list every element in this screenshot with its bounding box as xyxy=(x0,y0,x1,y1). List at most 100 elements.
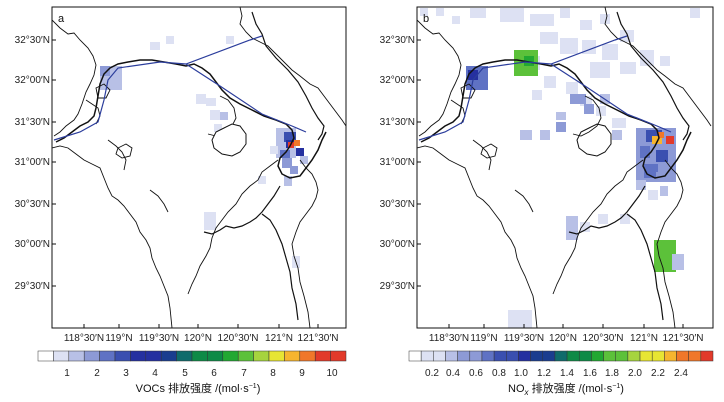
lat-tick-label: 31°30′N xyxy=(380,117,415,128)
colorbar-tick-label: 4 xyxy=(152,368,158,379)
emission-cell xyxy=(620,214,630,224)
coastline xyxy=(203,11,325,321)
emission-cell xyxy=(284,176,292,186)
panel-b-basemap xyxy=(417,7,712,328)
colorbar-tick-label: 8 xyxy=(270,368,276,379)
colorbar-tick-label: 0.6 xyxy=(469,368,483,379)
taihu-lake xyxy=(576,123,612,157)
lat-tick-label: 30°00′N xyxy=(380,239,415,250)
emission-cell xyxy=(654,240,676,272)
lat-tick-label: 29°30′N xyxy=(380,281,415,292)
colorbar-segment xyxy=(53,350,70,362)
emission-cell xyxy=(520,130,532,140)
province-boundary xyxy=(417,7,712,328)
panel-letter: a xyxy=(58,13,65,25)
ship-route xyxy=(550,63,672,133)
emission-cell xyxy=(284,132,296,142)
colorbar-segment xyxy=(518,350,531,362)
colorbar-tick-label: 1.2 xyxy=(537,368,551,379)
emission-cell xyxy=(660,56,670,66)
colorbar-segment xyxy=(700,350,714,362)
lat-tick-label: 32°00′N xyxy=(380,75,415,86)
emission-cell xyxy=(204,212,216,230)
emission-cell xyxy=(656,150,668,162)
lat-tick-label: 32°30′N xyxy=(15,35,50,46)
lat-tick-label: 31°00′N xyxy=(380,157,415,168)
emission-cell xyxy=(282,158,292,168)
emission-cell xyxy=(196,94,206,104)
emission-cell xyxy=(640,50,654,66)
emission-cell xyxy=(436,8,444,16)
emission-cell xyxy=(166,36,174,44)
emission-cell xyxy=(580,222,590,232)
lake-small xyxy=(480,143,498,159)
emission-cell xyxy=(296,148,304,156)
lon-tick-label: 121°30′N xyxy=(663,333,704,344)
emission-cell xyxy=(602,44,618,60)
colorbar-segment xyxy=(99,350,116,362)
colorbar-segment xyxy=(222,350,239,362)
emission-cell xyxy=(590,62,610,78)
emission-cell xyxy=(420,8,428,16)
taihu-lake xyxy=(211,123,247,157)
panel-a-lon-axis: 118°30′N 119°N 119°30′N 120°N 120°30′N 1… xyxy=(64,324,339,344)
colorbar-segment xyxy=(145,350,162,362)
emission-cell xyxy=(206,98,216,106)
emission-cell xyxy=(570,94,586,104)
panel-letter: b xyxy=(423,13,429,25)
colorbar-segment xyxy=(493,350,507,362)
emission-cell xyxy=(544,76,556,88)
lon-tick-label: 119°30′N xyxy=(139,333,179,344)
emission-cell xyxy=(258,176,266,184)
emission-cell xyxy=(530,14,554,26)
emission-cell xyxy=(270,146,278,154)
colorbar-segment xyxy=(420,350,434,362)
colorbar-tick-label: 0.8 xyxy=(492,368,506,379)
lat-tick-label: 29°30′N xyxy=(15,281,50,292)
colorbar-segment xyxy=(603,350,616,362)
emission-cell xyxy=(214,124,222,132)
colorbar-segment xyxy=(83,350,100,362)
emission-cell xyxy=(560,38,578,54)
colorbar-tick-label: 2 xyxy=(94,368,100,379)
colorbar-tick-label: 2.2 xyxy=(651,368,665,379)
colorbar-segment xyxy=(506,350,519,362)
colorbar-segment xyxy=(268,350,285,362)
colorbar-tick-label: 7 xyxy=(241,368,247,379)
emission-cell xyxy=(508,310,532,328)
emission-cell xyxy=(620,62,636,74)
colorbar-tick-label: 5 xyxy=(182,368,188,379)
emission-cell xyxy=(560,8,570,18)
panel-b-colorbar-title: NOx 排放强度 /(mol·s−1) xyxy=(508,381,624,397)
emission-cell xyxy=(660,186,668,196)
colorbar-segment xyxy=(457,350,471,362)
colorbar-segment xyxy=(615,350,629,362)
colorbar-segment xyxy=(160,350,177,362)
lon-tick-label: 121°N xyxy=(265,333,293,344)
colorbar-segment xyxy=(469,350,483,362)
colorbar-tick-label: 0.4 xyxy=(446,368,460,379)
panel-a-map xyxy=(52,7,346,328)
lon-tick-label: 121°30′N xyxy=(298,333,339,344)
colorbar-segment xyxy=(37,350,54,362)
colorbar-segment xyxy=(330,350,347,362)
colorbar-segment xyxy=(284,350,301,362)
panel-a-frame xyxy=(51,6,347,329)
colorbar-tick-label: 10 xyxy=(326,368,338,379)
lon-tick-label: 120°N xyxy=(184,333,212,344)
emission-cell xyxy=(540,32,558,44)
colorbar-segment xyxy=(651,350,665,362)
colorbar-segment xyxy=(114,350,131,362)
emission-cell xyxy=(226,36,234,44)
lon-tick-label: 118°30′N xyxy=(64,333,104,344)
colorbar-segment xyxy=(237,350,254,362)
colorbar-segment xyxy=(176,350,193,362)
colorbar-tick-label: 2.4 xyxy=(674,368,688,379)
emission-cell xyxy=(666,136,674,144)
colorbar-segment xyxy=(445,350,458,362)
panel-b-frame xyxy=(416,6,714,329)
emission-cell xyxy=(672,254,684,270)
colorbar-tick-label: 9 xyxy=(299,368,305,379)
colorbar-segment xyxy=(554,350,568,362)
panel-b-colorbar-ticks: 0.2 0.4 0.6 0.8 1.0 1.2 1.4 1.6 1.8 2.0 … xyxy=(425,368,688,379)
